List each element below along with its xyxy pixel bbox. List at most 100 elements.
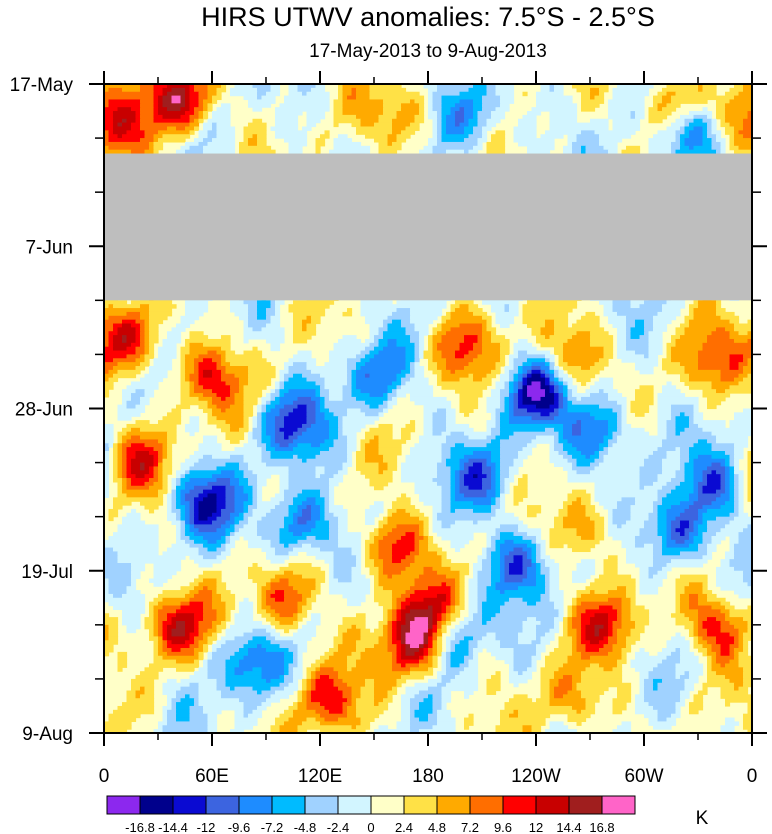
heatmap-cell	[419, 435, 447, 440]
heatmap-cell	[486, 427, 492, 433]
heatmap-cell	[437, 362, 447, 367]
heatmap-cell	[608, 508, 614, 514]
heatmap-cell	[108, 99, 141, 104]
heatmap-cell	[221, 84, 227, 89]
heatmap-cell	[365, 474, 393, 479]
heatmap-cell	[459, 601, 465, 607]
heatmap-cell	[621, 423, 632, 429]
heatmap-cell	[468, 304, 479, 309]
heatmap-cell	[167, 431, 177, 437]
heatmap-cell	[549, 532, 578, 537]
heatmap-cell	[198, 493, 209, 498]
heatmap-cell	[509, 466, 519, 471]
heatmap-cell	[608, 590, 627, 595]
heatmap-cell	[243, 516, 249, 522]
heatmap-cell	[495, 107, 510, 112]
heatmap-cell	[567, 338, 591, 344]
heatmap-cell	[216, 362, 222, 367]
heatmap-cell	[441, 134, 470, 139]
heatmap-cell	[374, 574, 380, 580]
heatmap-cell	[261, 420, 267, 425]
heatmap-cell	[554, 605, 564, 610]
heatmap-cell	[581, 396, 609, 402]
heatmap-cell	[576, 609, 587, 614]
heatmap-cell	[374, 528, 380, 533]
heatmap-cell	[180, 358, 186, 363]
heatmap-cell	[329, 590, 371, 595]
heatmap-cell	[266, 323, 281, 328]
heatmap-cell	[122, 466, 128, 471]
heatmap-cell	[180, 497, 186, 502]
heatmap-cell	[522, 474, 528, 479]
heatmap-cell	[117, 470, 123, 475]
heatmap-cell	[113, 126, 132, 131]
heatmap-cell	[572, 145, 582, 151]
heatmap-cell	[324, 508, 330, 514]
heatmap-cell	[288, 87, 299, 93]
heatmap-cell	[509, 474, 515, 479]
heatmap-cell	[729, 520, 752, 525]
heatmap-cell	[432, 516, 438, 522]
heatmap-cell	[576, 613, 582, 618]
heatmap-cell	[423, 528, 429, 533]
heatmap-cell	[162, 458, 173, 464]
heatmap-cell	[203, 138, 213, 143]
heatmap-cell	[266, 555, 290, 560]
heatmap-cell	[558, 404, 564, 410]
heatmap-cell	[545, 358, 551, 363]
heatmap-cell	[567, 478, 641, 483]
heatmap-cell	[198, 103, 204, 108]
heatmap-cell	[572, 335, 591, 340]
heatmap-cell	[455, 350, 470, 356]
heatmap-cell	[162, 95, 173, 101]
heatmap-cell	[513, 358, 528, 363]
heatmap-cell	[162, 470, 173, 475]
heatmap-cell	[216, 366, 227, 371]
heatmap-cell	[473, 563, 483, 568]
heatmap-cell	[320, 400, 326, 406]
heatmap-cell	[486, 122, 497, 128]
heatmap-cell	[108, 335, 114, 340]
heatmap-cell	[473, 358, 501, 363]
heatmap-cell	[671, 338, 677, 344]
heatmap-cell	[734, 443, 749, 448]
heatmap-cell	[522, 447, 533, 452]
heatmap-cell	[135, 338, 141, 344]
heatmap-cell	[180, 393, 191, 398]
heatmap-cell	[347, 366, 357, 371]
heatmap-cell	[266, 91, 281, 97]
heatmap-cell	[378, 566, 384, 572]
heatmap-cell	[446, 423, 470, 429]
heatmap-cell	[153, 613, 159, 618]
heatmap-cell	[104, 346, 114, 352]
heatmap-cell	[702, 84, 717, 89]
heatmap-cell	[104, 366, 114, 371]
heatmap-cell	[135, 118, 141, 124]
heatmap-cell	[432, 95, 443, 101]
heatmap-cell	[158, 593, 186, 599]
heatmap-cell	[198, 111, 204, 116]
heatmap-cell	[176, 323, 191, 328]
heatmap-cell	[198, 508, 218, 514]
heatmap-cell	[104, 543, 159, 549]
heatmap-cell	[486, 555, 492, 560]
heatmap-cell	[104, 134, 110, 139]
heatmap-cell	[104, 122, 114, 128]
heatmap-cell	[513, 138, 555, 143]
heatmap-cell	[423, 535, 429, 541]
heatmap-cell	[437, 84, 474, 89]
heatmap-cell	[320, 493, 330, 498]
heatmap-cell	[617, 613, 623, 618]
heatmap-cell	[140, 111, 155, 116]
heatmap-cell	[698, 617, 708, 622]
heatmap-cell	[441, 447, 452, 452]
heatmap-cell	[603, 447, 609, 452]
heatmap-cell	[473, 111, 479, 116]
heatmap-cell	[594, 590, 609, 595]
heatmap-cell	[464, 481, 483, 487]
heatmap-cell	[500, 551, 510, 556]
heatmap-cell	[108, 134, 119, 139]
heatmap-cell	[149, 145, 155, 151]
heatmap-cell	[585, 512, 600, 518]
heatmap-cell	[644, 327, 654, 332]
